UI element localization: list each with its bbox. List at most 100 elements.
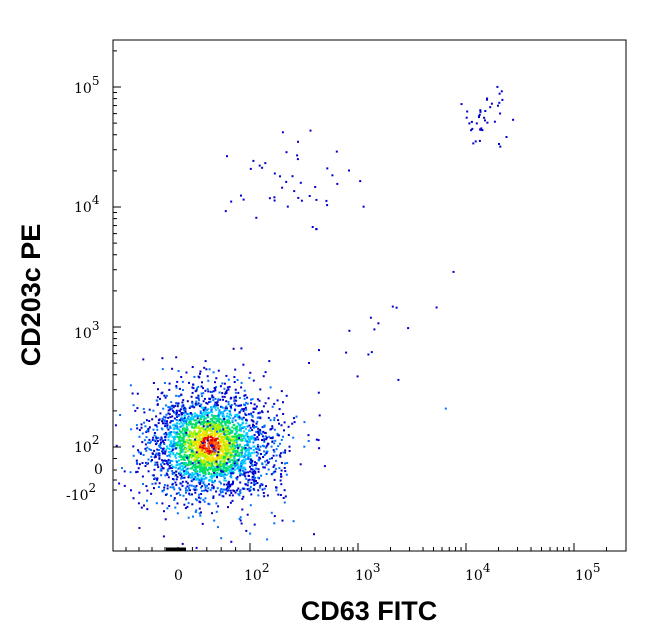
data-point [191,465,194,468]
data-point [164,452,167,455]
data-point [186,467,189,470]
data-point [162,467,164,470]
data-point [226,386,229,389]
data-point [211,411,214,414]
data-point [250,398,252,401]
data-point [247,458,250,460]
data-point [205,455,208,458]
data-point [233,447,236,450]
data-point [183,472,186,475]
data-point [194,468,197,471]
data-point [198,512,201,515]
data-point [155,452,158,455]
data-point [194,459,196,461]
data-point [218,493,221,496]
data-point [212,371,215,374]
data-point [281,131,284,134]
data-point [292,520,295,523]
data-point [257,432,260,435]
data-point [246,433,249,436]
data-point [147,427,150,430]
data-point [189,446,192,449]
data-point [189,440,192,443]
data-point [323,465,326,468]
data-point [240,409,243,412]
data-point [184,448,187,451]
data-point [213,387,216,389]
data-point [175,478,178,481]
data-point [259,430,262,433]
data-point [284,451,286,454]
data-point [243,435,246,438]
data-point [180,393,183,396]
data-point [197,441,199,444]
data-point [244,413,247,416]
data-point [205,368,208,371]
data-point [184,411,187,414]
data-point [185,498,188,501]
data-point [229,441,232,443]
data-point [209,420,212,423]
data-point [167,406,170,409]
data-point [154,482,157,485]
data-point [167,451,170,454]
data-point [199,370,202,373]
data-point [500,90,503,93]
data-point [154,463,157,466]
data-point [206,461,209,463]
data-point [232,417,235,420]
data-point [247,479,250,482]
data-point [407,327,410,330]
data-point [229,474,232,476]
data-point [171,367,174,370]
data-point [253,523,256,526]
data-point [227,430,230,433]
data-point [210,396,213,399]
data-point [213,431,216,434]
data-point [185,473,188,476]
data-point [199,452,202,455]
data-point [191,503,194,506]
data-point [188,473,191,476]
data-point [266,538,269,541]
data-point [218,445,221,448]
data-point [205,435,208,437]
data-point [171,478,174,480]
data-point [235,404,238,407]
data-point [191,402,194,405]
data-point [202,480,205,483]
data-point [244,428,247,430]
data-point [180,450,183,453]
data-point [285,180,288,183]
data-point [229,475,232,478]
data-point [181,450,184,453]
data-point [206,414,209,417]
data-point [216,445,219,448]
data-point [231,419,234,422]
data-point [232,449,235,452]
data-point [229,417,232,420]
data-point [307,440,310,442]
data-point [275,489,278,492]
data-point [224,452,227,455]
data-point [215,472,218,475]
data-point [286,462,289,464]
data-point [223,409,226,412]
data-point [194,438,197,441]
data-point [129,384,132,387]
data-point [263,439,266,442]
data-point [242,462,245,465]
data-point [213,462,216,465]
data-point [179,442,182,445]
data-point [200,440,203,443]
data-point [231,445,234,448]
data-point [200,444,203,447]
data-point [254,483,257,485]
data-point [160,441,162,444]
data-point [183,503,186,506]
data-point [189,476,192,479]
data-point [233,459,236,462]
data-point [145,485,148,488]
data-point [277,419,280,422]
data-point [200,493,203,495]
